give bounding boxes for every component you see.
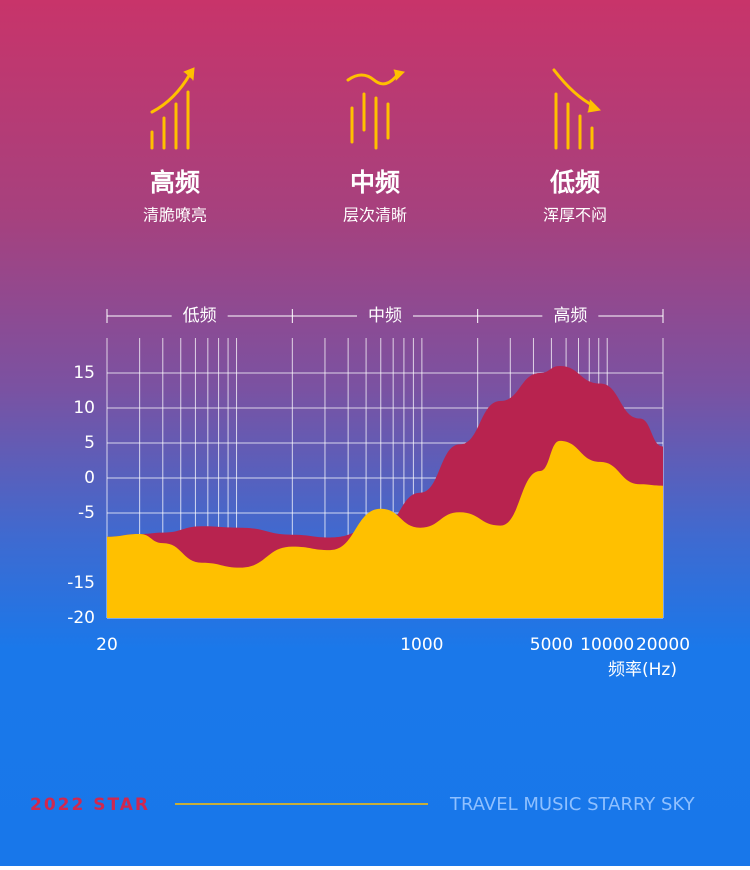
band-label: 低频 — [183, 306, 217, 326]
icon-mid — [346, 69, 406, 150]
feature-subtitle: 浑厚不闷 — [543, 206, 607, 225]
band-label: 中频 — [368, 306, 402, 326]
footer-right: TRAVEL MUSIC STARRY SKY — [449, 794, 696, 815]
feature-subtitle: 清脆嘹亮 — [143, 206, 207, 225]
y-tick-label: -5 — [78, 503, 95, 523]
x-tick-label: 20 — [96, 635, 118, 655]
y-tick-label: -15 — [67, 573, 95, 593]
x-tick-label: 5000 — [530, 635, 573, 655]
area — [107, 440, 663, 618]
y-tick-label: 15 — [73, 363, 95, 383]
x-tick-label: 10000 — [580, 635, 634, 655]
feature-title: 中频 — [350, 168, 400, 197]
x-tick-label: 20000 — [636, 635, 690, 655]
y-tick-label: 5 — [84, 433, 95, 453]
footer-left: 2022 STAR — [30, 795, 150, 815]
feature-subtitle: 层次清晰 — [343, 206, 407, 225]
chart: 低频 中频 高频 -20 -15 -5 0 5 10 15 20 1000 5000 10000 20000… — [67, 306, 690, 680]
x-axis-label: 频率(Hz) — [608, 660, 677, 680]
x-tick-label: 1000 — [400, 635, 443, 655]
feature-title: 高频 — [150, 168, 200, 197]
band-label: 高频 — [553, 306, 587, 326]
y-tick-label: 10 — [73, 398, 95, 418]
icon-high — [150, 67, 195, 150]
feature-title: 低频 — [549, 168, 600, 197]
y-tick-label: -20 — [67, 608, 95, 628]
y-tick-label: 0 — [84, 468, 95, 488]
icon-low — [552, 68, 602, 150]
